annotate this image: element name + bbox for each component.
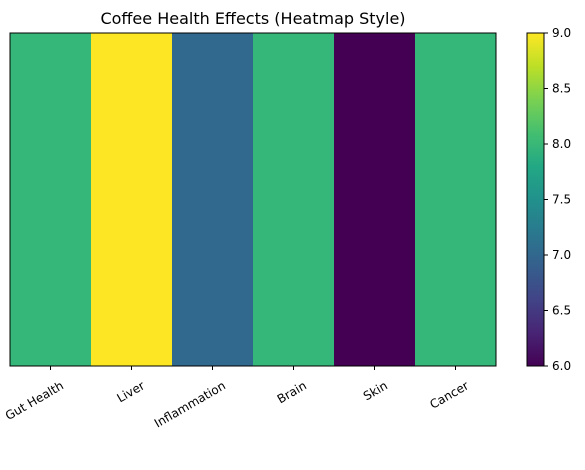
colorbar-tick-label: 8.0 [552, 137, 571, 151]
colorbar [526, 32, 545, 367]
x-tick-label: Skin [361, 378, 390, 403]
x-axis-ticks: Gut Health Liver Inflammation Brain Skin Canc… [3, 366, 471, 430]
heatmap-cell [253, 33, 335, 366]
heatmap-cell [91, 33, 173, 366]
colorbar-tick-label: 6.5 [552, 304, 571, 318]
chart-title: Coffee Health Effects (Heatmap Style) [100, 9, 405, 28]
colorbar-tick-label: 7.0 [552, 248, 571, 262]
plot-frame [9, 32, 497, 367]
x-tick-label: Brain [275, 378, 309, 406]
heatmap-cell [334, 33, 416, 366]
heatmap-cell [415, 33, 497, 366]
colorbar-tick-label: 7.5 [552, 193, 571, 207]
x-tick-label: Liver [115, 378, 148, 405]
heatmap-cell [172, 33, 254, 366]
x-tick-label: Cancer [427, 378, 471, 411]
colorbar-tick-label: 9.0 [552, 26, 571, 40]
x-tick-label: Inflammation [152, 378, 228, 430]
heatmap-cells [10, 33, 497, 366]
x-tick-label: Gut Health [3, 378, 66, 423]
colorbar-tick-label: 6.0 [552, 359, 571, 373]
colorbar-ticks: 6.0 6.5 7.0 7.5 8.0 8.5 9.0 [544, 26, 571, 373]
colorbar-tick-label: 8.5 [552, 82, 571, 96]
heatmap-cell [10, 33, 92, 366]
